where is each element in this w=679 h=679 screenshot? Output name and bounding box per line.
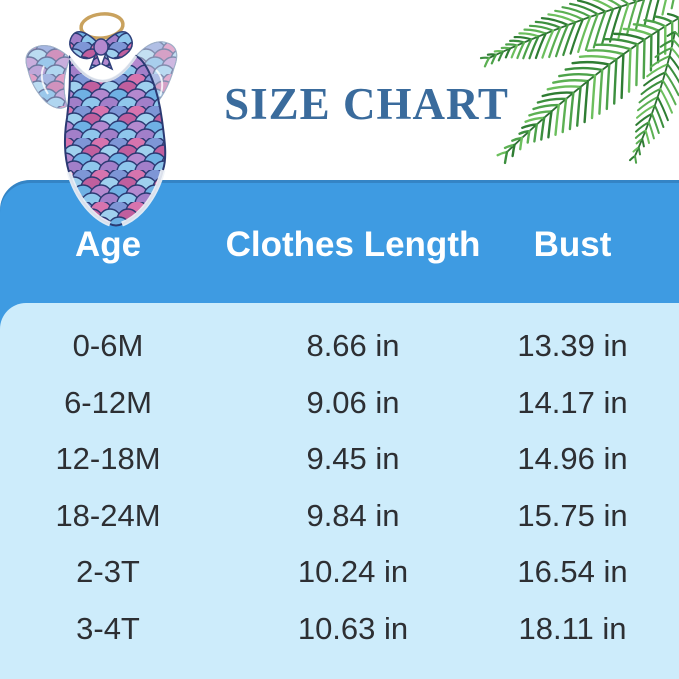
table-body: 0-6M 8.66 in 13.39 in 6-12M 9.06 in 14.1… bbox=[0, 318, 679, 657]
age-value: 18-24M bbox=[55, 497, 161, 533]
length-value: 9.84 in bbox=[306, 497, 400, 533]
table-body-panel bbox=[0, 303, 679, 679]
table-row: 0-6M 8.66 in 13.39 in bbox=[0, 318, 679, 375]
length-value: 8.66 in bbox=[306, 328, 400, 364]
romper-body-icon bbox=[63, 54, 167, 227]
age-value: 0-6M bbox=[72, 328, 144, 364]
hair-bow-icon bbox=[69, 31, 133, 71]
age-value: 2-3T bbox=[76, 554, 140, 590]
palm-leaves-icon bbox=[479, 0, 679, 165]
table-row: 2-3T 10.24 in 16.54 in bbox=[0, 544, 679, 601]
page-title: SIZE CHART bbox=[224, 79, 509, 129]
bust-value: 13.39 in bbox=[517, 328, 628, 364]
bust-value: 16.54 in bbox=[517, 554, 628, 590]
age-value: 3-4T bbox=[76, 610, 140, 646]
column-header-bust: Bust bbox=[533, 225, 612, 264]
bust-value: 14.17 in bbox=[517, 384, 628, 420]
age-value: 12-18M bbox=[55, 441, 161, 477]
table-row: 18-24M 9.84 in 15.75 in bbox=[0, 488, 679, 545]
table-row: 3-4T 10.63 in 18.11 in bbox=[0, 601, 679, 658]
bust-value: 14.96 in bbox=[517, 441, 628, 477]
table-header-row: Age Clothes Length Bust bbox=[0, 186, 679, 303]
length-value: 10.63 in bbox=[297, 610, 409, 646]
column-header-age: Age bbox=[74, 225, 142, 264]
age-value: 6-12M bbox=[64, 384, 152, 420]
mermaid-romper-icon bbox=[25, 12, 178, 227]
table-row: 12-18M 9.45 in 14.96 in bbox=[0, 431, 679, 488]
bust-value: 18.11 in bbox=[518, 610, 627, 646]
table-row: 6-12M 9.06 in 14.17 in bbox=[0, 375, 679, 432]
length-value: 9.45 in bbox=[306, 441, 400, 477]
column-header-length: Clothes Length bbox=[225, 225, 481, 264]
bust-value: 15.75 in bbox=[517, 497, 628, 533]
length-value: 9.06 in bbox=[306, 384, 400, 420]
headband-ring-icon bbox=[79, 12, 125, 40]
length-value: 10.24 in bbox=[297, 554, 409, 590]
